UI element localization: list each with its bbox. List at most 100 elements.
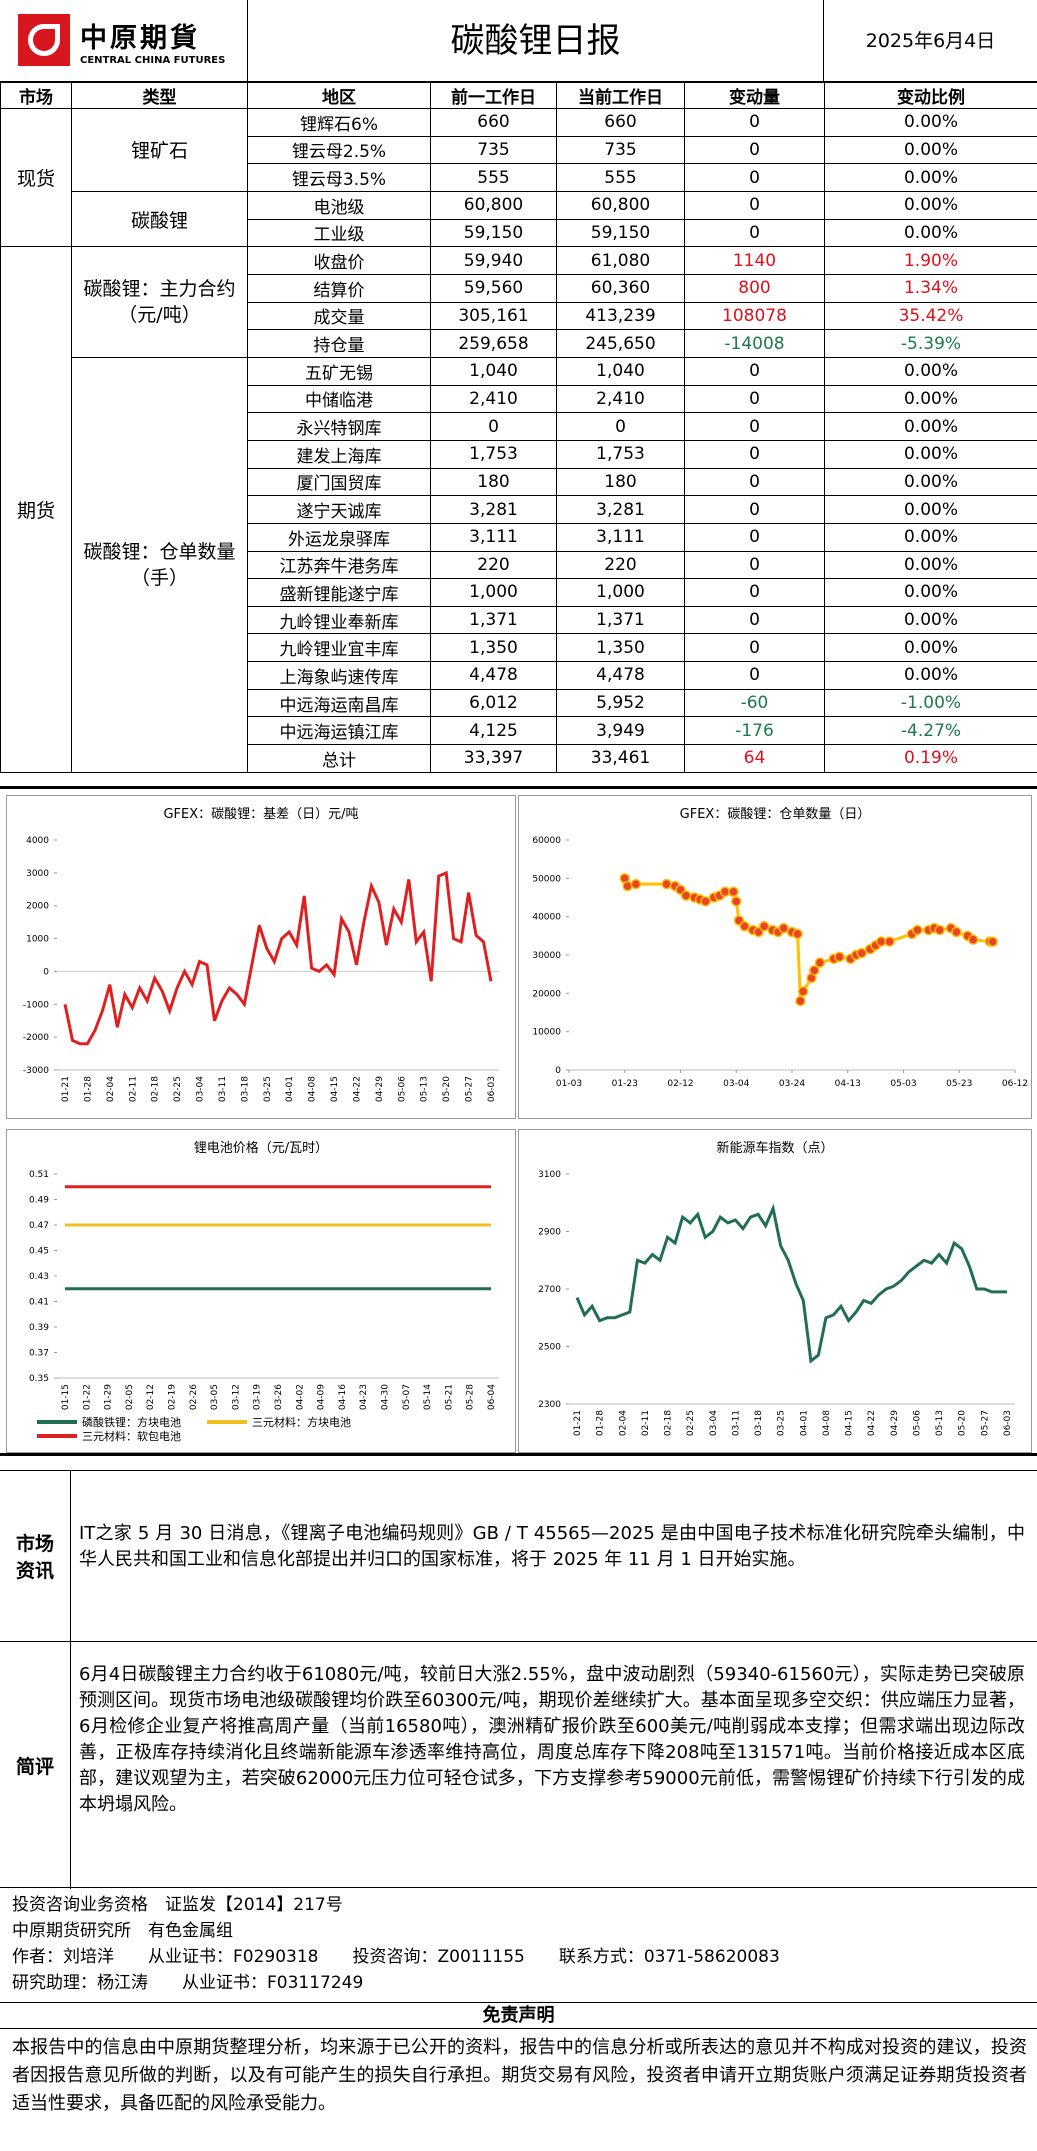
cell: 锂云母3.5% bbox=[247, 163, 431, 192]
x-tick-label: 01-21 bbox=[573, 1410, 583, 1436]
cell: 1,350 bbox=[430, 633, 557, 663]
header-row: 市场 类型 地区 前一工作日 当前工作日 变动量 变动比例 bbox=[0, 82, 1037, 109]
cell: 工业级 bbox=[247, 218, 431, 248]
cell: 厦门国贸库 bbox=[247, 467, 431, 497]
y-tick-label: 2500 bbox=[538, 1343, 561, 1353]
x-tick-label: 06-03 bbox=[1003, 1410, 1013, 1436]
x-tick-label: 05-23 bbox=[946, 1079, 972, 1089]
cell: 0 bbox=[684, 633, 825, 663]
legend-label: 三元材料：方块电池 bbox=[252, 1415, 351, 1429]
market-cell: 现货 bbox=[0, 107, 72, 248]
cell: 建发上海库 bbox=[247, 439, 431, 469]
cell: 305,161 bbox=[430, 301, 557, 331]
x-tick-label: 02-04 bbox=[106, 1076, 116, 1102]
cell: -176 bbox=[684, 716, 825, 746]
cell: 遂宁天诚库 bbox=[247, 495, 431, 524]
cell: 外运龙泉驿库 bbox=[247, 522, 431, 552]
header-cell: 类型 bbox=[71, 82, 248, 109]
cell: 800 bbox=[684, 273, 825, 303]
cell: 59,940 bbox=[430, 246, 557, 275]
cell: 33,461 bbox=[556, 744, 685, 773]
type-cell: 碳酸锂 bbox=[71, 190, 248, 248]
x-tick-label: 02-26 bbox=[189, 1384, 199, 1410]
marker bbox=[797, 986, 809, 997]
x-tick-label: 04-01 bbox=[799, 1410, 809, 1436]
x-tick-label: 06-04 bbox=[487, 1384, 497, 1410]
y-tick-label: 2900 bbox=[538, 1228, 561, 1238]
x-tick-label: 05-06 bbox=[397, 1076, 407, 1102]
cell: 中储临港 bbox=[247, 384, 431, 414]
table-row: 锂云母2.5% 735 735 0 0.00% bbox=[1, 135, 1037, 165]
cell: 735 bbox=[430, 135, 557, 165]
x-tick-label: 02-18 bbox=[664, 1410, 674, 1436]
cell: 0.00% bbox=[824, 163, 1037, 192]
x-tick-label: 05-07 bbox=[402, 1384, 412, 1410]
cell: 180 bbox=[430, 467, 557, 497]
cell: 735 bbox=[556, 135, 685, 165]
cell: 0 bbox=[684, 356, 825, 386]
legend-label: 三元材料：软包电池 bbox=[82, 1429, 181, 1443]
y-tick-label: 0.37 bbox=[29, 1349, 49, 1359]
x-tick-label: 03-18 bbox=[240, 1076, 250, 1102]
marker bbox=[951, 926, 962, 938]
cell: 0.00% bbox=[824, 550, 1037, 580]
cell: 0.00% bbox=[824, 495, 1037, 524]
cell: 锂辉石6% bbox=[247, 108, 431, 137]
x-tick-label: 03-25 bbox=[777, 1410, 787, 1436]
cell: -14008 bbox=[684, 329, 825, 358]
series-line bbox=[575, 1203, 1007, 1364]
cell: 1,000 bbox=[556, 578, 685, 607]
cell: 0 bbox=[684, 439, 825, 469]
cell: 中远海运镇江库 bbox=[247, 716, 431, 746]
table-row: 碳酸锂：仓单数量（手） 五矿无锡 1,040 1,040 0 0.00% bbox=[1, 356, 1037, 773]
marker bbox=[809, 965, 820, 976]
cell: 0 bbox=[684, 467, 825, 497]
logo-subtext: CENTRAL CHINA FUTURES bbox=[80, 55, 226, 66]
info-line: 研究助理：杨江涛 从业证书：F03117249 bbox=[12, 1973, 364, 1993]
cell: 0.00% bbox=[824, 633, 1037, 663]
table-row: 持仓量 259,658 245,650 -14008 -5.39% bbox=[1, 329, 1037, 358]
x-tick-label: 04-01 bbox=[285, 1076, 295, 1102]
x-tick-label: 01-23 bbox=[612, 1079, 638, 1089]
x-tick-label: 04-23 bbox=[359, 1384, 369, 1410]
marker bbox=[987, 936, 998, 947]
cell: 0.00% bbox=[824, 190, 1037, 220]
series-line bbox=[623, 877, 993, 1002]
cell: 1.90% bbox=[824, 246, 1037, 275]
cell: 61,080 bbox=[556, 246, 685, 275]
x-tick-label: 01-29 bbox=[104, 1384, 114, 1410]
cell: 2,410 bbox=[556, 384, 685, 414]
info-line: 作者：刘培洋 从业证书：F0290318 投资咨询：Z0011155 联系方式：… bbox=[12, 1947, 780, 1967]
cell: 0 bbox=[684, 384, 825, 414]
cell: 0 bbox=[684, 550, 825, 580]
cell: 持仓量 bbox=[247, 329, 431, 358]
x-tick-label: 02-04 bbox=[618, 1410, 628, 1436]
logo-text: 中原期貨 bbox=[80, 23, 200, 54]
x-tick-label: 04-02 bbox=[295, 1384, 305, 1410]
y-tick-label: 0.43 bbox=[29, 1272, 49, 1282]
cell: 1,753 bbox=[556, 439, 685, 469]
cell: 555 bbox=[430, 163, 557, 192]
header-cell: 当前工作日 bbox=[556, 82, 685, 109]
y-tick-label: 4000 bbox=[26, 836, 49, 846]
x-tick-label: 01-28 bbox=[83, 1076, 93, 1102]
table-row: 成交量 305,161 413,239 108078 35.42% bbox=[1, 301, 1037, 331]
cell: 4,125 bbox=[430, 716, 557, 746]
x-tick-label: 01-22 bbox=[82, 1384, 92, 1410]
marker bbox=[728, 886, 739, 897]
cell: 0.00% bbox=[824, 467, 1037, 497]
x-tick-label: 06-03 bbox=[487, 1076, 497, 1102]
table-row: 锂云母3.5% 555 555 0 0.00% bbox=[1, 163, 1037, 192]
x-tick-label: 04-29 bbox=[375, 1076, 385, 1102]
table-row: 永兴特钢库 0 0 0 0.00% bbox=[1, 412, 1037, 441]
y-tick-label: 2700 bbox=[538, 1285, 561, 1295]
cell: 总计 bbox=[247, 744, 431, 773]
charts: GFEX：碳酸锂：基差（日）元/吨 -3000 -2000 -1000 0 1000 200… bbox=[0, 786, 1037, 1456]
marker bbox=[700, 896, 711, 907]
table-row: 中储临港 2,410 2,410 0 0.00% bbox=[1, 384, 1037, 414]
y-tick-label: 0.41 bbox=[29, 1298, 49, 1308]
cell: 0.00% bbox=[824, 661, 1037, 690]
marker bbox=[731, 896, 742, 907]
x-tick-label: 03-19 bbox=[253, 1384, 263, 1410]
